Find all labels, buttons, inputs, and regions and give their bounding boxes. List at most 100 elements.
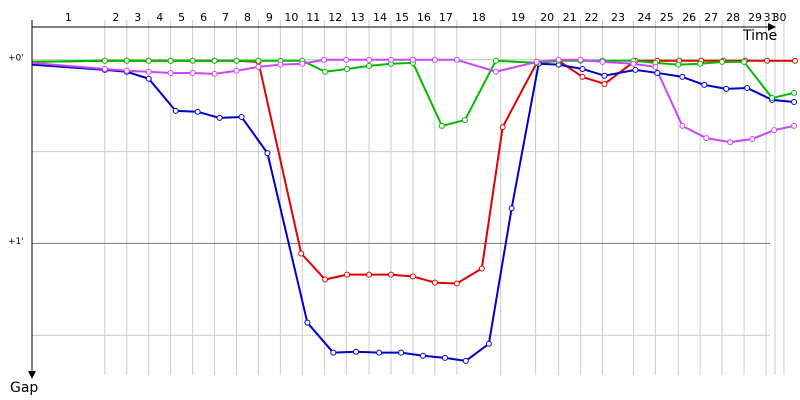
y-tick-label: +0' <box>8 53 24 63</box>
data-point <box>492 57 499 64</box>
lap-label: 22 <box>585 11 599 24</box>
lap-label: 2 <box>112 11 119 24</box>
data-point <box>601 80 608 87</box>
data-point <box>701 81 708 88</box>
lap-label: 15 <box>395 11 409 24</box>
series-line <box>31 59 795 285</box>
data-point <box>101 57 108 64</box>
data-point <box>322 68 329 75</box>
data-point <box>791 122 798 129</box>
data-point <box>189 69 196 76</box>
lap-label: 9 <box>266 11 273 24</box>
lap-label: 3 <box>134 11 141 24</box>
lap-label: 16 <box>417 11 431 24</box>
data-point <box>420 352 427 359</box>
data-point <box>791 89 798 96</box>
data-point <box>277 61 284 68</box>
data-point <box>264 150 271 157</box>
data-point <box>211 57 218 64</box>
data-point <box>703 135 710 142</box>
lap-label: 8 <box>244 11 251 24</box>
data-point <box>145 57 152 64</box>
data-point <box>577 56 584 63</box>
data-point <box>353 348 360 355</box>
data-point <box>233 57 240 64</box>
plot <box>31 56 798 364</box>
data-point <box>172 107 179 114</box>
data-point <box>145 68 152 75</box>
lap-label: 24 <box>637 11 651 24</box>
lap-label: 5 <box>178 11 185 24</box>
lap-label: 29 <box>748 11 762 24</box>
lap-label: 12 <box>328 11 342 24</box>
lap-label: 23 <box>611 11 625 24</box>
y-tick-label: +1' <box>8 237 24 247</box>
lap-label: 25 <box>660 11 674 24</box>
data-point <box>599 58 606 65</box>
data-point <box>211 70 218 77</box>
data-point <box>344 271 351 278</box>
lap-label: 31 <box>763 11 777 24</box>
lap-label: 7 <box>222 11 229 24</box>
data-point <box>462 357 469 364</box>
data-point <box>189 57 196 64</box>
data-point <box>387 56 394 63</box>
lap-label: 30 <box>772 11 786 24</box>
data-point <box>791 57 798 64</box>
data-point <box>366 271 373 278</box>
data-point <box>366 62 373 69</box>
data-point <box>441 354 448 361</box>
lap-label: 10 <box>284 11 298 24</box>
data-point <box>233 67 240 74</box>
data-point <box>771 127 778 134</box>
data-point <box>255 63 262 70</box>
lap-label: 21 <box>563 11 577 24</box>
data-point <box>167 57 174 64</box>
data-point <box>431 56 438 63</box>
data-point <box>321 56 328 63</box>
data-point <box>343 56 350 63</box>
data-point <box>409 56 416 63</box>
lap-label: 27 <box>704 11 718 24</box>
data-point <box>453 56 460 63</box>
data-point <box>461 117 468 124</box>
lap-label: 17 <box>439 11 453 24</box>
data-point <box>322 276 329 283</box>
data-point <box>499 124 506 131</box>
lap-label: 19 <box>511 11 525 24</box>
data-point <box>632 66 639 73</box>
data-point <box>508 205 515 212</box>
data-point <box>652 63 659 70</box>
data-point <box>409 273 416 280</box>
lap-label: 18 <box>472 11 486 24</box>
lap-label: 6 <box>200 11 207 24</box>
data-point <box>533 58 540 65</box>
data-point <box>601 72 608 79</box>
data-point <box>216 114 223 121</box>
data-point <box>387 271 394 278</box>
data-point <box>194 108 201 115</box>
data-point <box>431 279 438 286</box>
grid <box>31 20 785 375</box>
lap-label: 13 <box>351 11 365 24</box>
data-point <box>299 60 306 67</box>
data-point <box>719 58 726 65</box>
data-point <box>398 349 405 356</box>
lap-label: 14 <box>373 11 387 24</box>
data-point <box>654 69 661 76</box>
data-point <box>453 280 460 287</box>
x-axis-label: Time <box>742 28 777 44</box>
y-axis-label: Gap <box>10 380 38 396</box>
data-point <box>145 75 152 82</box>
data-point <box>791 99 798 106</box>
lap-label: 4 <box>156 11 163 24</box>
data-point <box>438 122 445 129</box>
lap-label: 26 <box>682 11 696 24</box>
data-point <box>749 136 756 143</box>
data-point <box>492 68 499 75</box>
data-point <box>679 122 686 129</box>
data-point <box>167 69 174 76</box>
data-point <box>123 67 130 74</box>
data-point <box>366 56 373 63</box>
